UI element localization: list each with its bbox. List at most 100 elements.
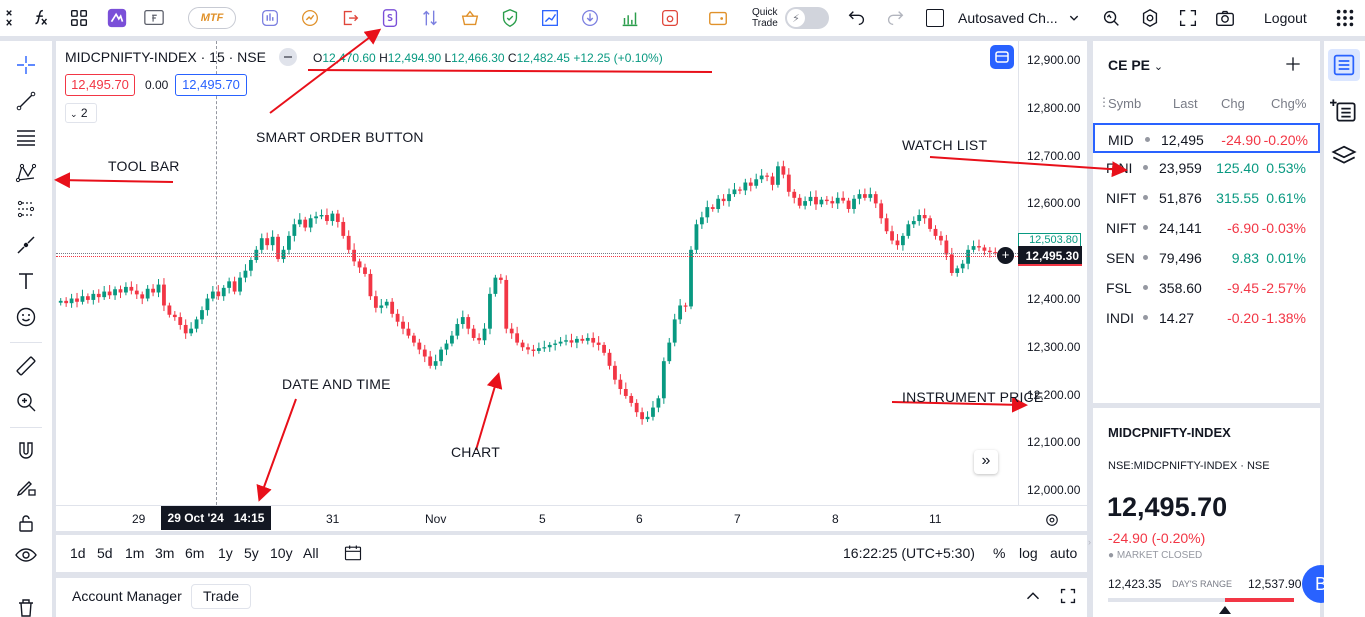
- settings-icon[interactable]: [1136, 4, 1164, 32]
- wallet-icon[interactable]: [704, 4, 732, 32]
- range-button-All[interactable]: All: [303, 545, 319, 561]
- annotation-instrument-price: INSTRUMENT PRICE: [902, 389, 1044, 405]
- layers-icon[interactable]: [1328, 140, 1360, 172]
- header-last[interactable]: Last: [1173, 96, 1198, 111]
- lock-icon[interactable]: [11, 508, 41, 538]
- currency-screen-icon[interactable]: [140, 4, 168, 32]
- drag-handle-icon[interactable]: ⋮: [1098, 95, 1110, 109]
- sell-price-button[interactable]: 12,495.70: [65, 74, 135, 96]
- candle-body: [460, 317, 465, 325]
- candle-body: [151, 288, 155, 293]
- watchlist-title[interactable]: CE PE ⌄: [1108, 57, 1164, 73]
- eye-icon[interactable]: [11, 540, 41, 570]
- indicators-toggle[interactable]: ⌄ 2: [65, 103, 97, 123]
- redo-icon[interactable]: [881, 4, 909, 32]
- maximize-panel-icon[interactable]: [1057, 585, 1079, 607]
- mtf-button[interactable]: MTF: [188, 7, 236, 29]
- range-button-5d[interactable]: 5d: [97, 545, 113, 561]
- range-button-3m[interactable]: 3m: [155, 545, 175, 561]
- basket-order-icon[interactable]: [456, 4, 484, 32]
- details-title[interactable]: MIDCPNIFTY-INDEX: [1108, 425, 1231, 440]
- auto-toggle[interactable]: auto: [1050, 545, 1078, 561]
- lock-drawing-icon[interactable]: [11, 472, 41, 502]
- exit-order-icon[interactable]: [336, 4, 364, 32]
- alert-icon[interactable]: [656, 4, 684, 32]
- emoji-icon[interactable]: [11, 302, 41, 332]
- compare-date-icon[interactable]: [342, 543, 364, 563]
- header-chgp[interactable]: Chg%: [1271, 96, 1307, 111]
- range-button-1m[interactable]: 1m: [125, 545, 145, 561]
- ideas-icon[interactable]: [296, 4, 324, 32]
- clock-display[interactable]: 16:22:25 (UTC+5:30): [843, 545, 975, 561]
- download-icon[interactable]: [576, 4, 604, 32]
- trade-button[interactable]: Trade: [191, 584, 251, 609]
- add-symbol-icon[interactable]: [1283, 54, 1303, 74]
- sidebar-collapse-handle[interactable]: ›: [1088, 537, 1091, 547]
- chart-svg[interactable]: [56, 41, 1016, 505]
- range-button-1d[interactable]: 1d: [70, 545, 86, 561]
- camera-icon[interactable]: [1211, 4, 1239, 32]
- layout-grid-icon[interactable]: [65, 4, 93, 32]
- fullscreen-icon[interactable]: [1174, 4, 1202, 32]
- range-button-5y[interactable]: 5y: [244, 545, 259, 561]
- chart-settings-button[interactable]: [990, 45, 1014, 69]
- watchlist-row[interactable]: NIFT 24,141 -6.90 -0.03%: [1093, 213, 1319, 243]
- candle-body: [297, 219, 302, 225]
- apps-grid-icon[interactable]: [1331, 4, 1359, 32]
- logout-button[interactable]: Logout: [1264, 10, 1307, 26]
- buy-price-button[interactable]: 12,495.70: [175, 74, 247, 96]
- zoom-in-icon[interactable]: [11, 387, 41, 417]
- header-chg[interactable]: Chg: [1221, 96, 1245, 111]
- function-icon[interactable]: [27, 4, 55, 32]
- candle-body: [411, 335, 416, 343]
- basket-icon[interactable]: [256, 4, 284, 32]
- chevron-down-icon[interactable]: [1060, 4, 1088, 32]
- chevron-up-icon[interactable]: [1022, 585, 1044, 607]
- watchlist-row[interactable]: SEN 79,496 9.83 0.01%: [1093, 243, 1319, 273]
- watchlist-dot-icon: [1145, 137, 1150, 142]
- fib-lines-icon[interactable]: [11, 122, 41, 152]
- percent-toggle[interactable]: %: [993, 545, 1006, 561]
- watchlist-row[interactable]: FSL 358.60 -9.45 -2.57%: [1093, 273, 1319, 303]
- watchlist-toggle-icon[interactable]: [1328, 49, 1360, 81]
- smart-order-icon[interactable]: [376, 4, 404, 32]
- range-button-6m[interactable]: 6m: [185, 545, 205, 561]
- layout-name[interactable]: Autosaved Ch...: [958, 10, 1058, 26]
- layout-checkbox[interactable]: [926, 9, 944, 27]
- time-axis-settings-icon[interactable]: [1043, 511, 1061, 529]
- chevron-down-icon: ⌄: [1153, 61, 1164, 73]
- watchlist-row[interactable]: NIFT 51,876 315.55 0.61%: [1093, 183, 1319, 213]
- scroll-right-button[interactable]: »: [974, 450, 998, 474]
- crosshair-icon[interactable]: [11, 50, 41, 80]
- watchlist-row[interactable]: INDI 14.27 -0.20 -1.38%: [1093, 303, 1319, 333]
- brush-icon[interactable]: [11, 230, 41, 260]
- magnet-icon[interactable]: [11, 436, 41, 466]
- trash-icon[interactable]: [11, 593, 41, 617]
- add-price-alert-icon[interactable]: +: [997, 247, 1014, 264]
- undo-icon[interactable]: [843, 4, 871, 32]
- buy-sell-arrows-icon[interactable]: [416, 4, 444, 32]
- bar-chart-up-icon[interactable]: [616, 4, 644, 32]
- prediction-icon[interactable]: [11, 194, 41, 224]
- range-button-1y[interactable]: 1y: [218, 545, 233, 561]
- quick-search-icon[interactable]: [1097, 4, 1125, 32]
- legend-collapse-icon[interactable]: [279, 48, 297, 66]
- legend-symbol[interactable]: MIDCPNIFTY-INDEX · 15 · NSE: [65, 49, 266, 65]
- price-tick-label: 12,400.00: [1027, 292, 1081, 306]
- trend-chart-icon[interactable]: [536, 4, 564, 32]
- ruler-icon[interactable]: [11, 351, 41, 381]
- app-logo-icon[interactable]: [103, 4, 131, 32]
- quick-trade-toggle[interactable]: ⚡: [785, 7, 829, 29]
- account-manager-tab[interactable]: Account Manager: [72, 588, 182, 604]
- shield-icon[interactable]: [496, 4, 524, 32]
- range-button-10y[interactable]: 10y: [270, 545, 293, 561]
- alerts-list-icon[interactable]: [1328, 94, 1360, 126]
- candle-body: [689, 249, 693, 307]
- watchlist-row[interactable]: MID 12,495 -24.90 -0.20%: [1093, 123, 1320, 153]
- menu-icon[interactable]: [1, 4, 29, 32]
- log-toggle[interactable]: log: [1019, 545, 1038, 561]
- header-symbol[interactable]: Symb: [1108, 96, 1142, 111]
- text-tool-icon[interactable]: [11, 266, 41, 296]
- trend-line-icon[interactable]: [11, 86, 41, 116]
- pattern-icon[interactable]: [11, 158, 41, 188]
